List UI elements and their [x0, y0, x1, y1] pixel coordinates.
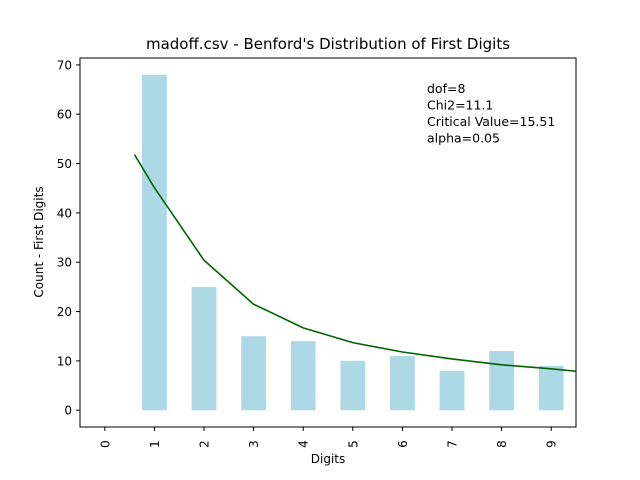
y-tick-label: 50: [57, 157, 72, 171]
chart-title: madoff.csv - Benford's Distribution of F…: [146, 35, 510, 53]
y-tick-label: 60: [57, 108, 72, 122]
bar-digit-3: [241, 336, 266, 411]
annotation-line: alpha=0.05: [427, 131, 500, 146]
y-axis: 0 10 20 30 40 50 60 70: [57, 58, 80, 418]
x-tick-label: 5: [346, 440, 360, 448]
x-tick-label: 0: [98, 440, 112, 448]
annotation-line: Chi2=11.1: [427, 98, 493, 113]
bar-digit-8: [489, 351, 514, 411]
x-tick-label: 6: [396, 440, 410, 448]
bar-digit-5: [340, 360, 366, 411]
x-tick-label: 3: [247, 440, 261, 448]
bar-digit-4: [290, 341, 316, 411]
x-tick-label: 9: [545, 440, 559, 448]
benford-expected-line: [133, 154, 577, 373]
annotation-line: dof=8: [427, 81, 465, 96]
y-tick-label: 70: [57, 58, 72, 72]
x-tick-label: 7: [446, 440, 460, 448]
bar-digit-1: [142, 74, 167, 411]
line-series: [133, 154, 577, 373]
x-axis: 0 1 2 3 4 5 6 7 8 9: [98, 427, 559, 448]
plot-area-frame: [79, 57, 577, 428]
bar-series: [142, 74, 564, 411]
bar-digit-7: [439, 370, 465, 411]
x-tick-label: 8: [495, 440, 509, 448]
y-tick-label: 0: [64, 404, 72, 418]
bar-digit-9: [538, 365, 564, 411]
y-axis-label: Count - First Digits: [32, 186, 46, 297]
annotation-line: Critical Value=15.51: [427, 114, 555, 129]
y-tick-label: 40: [57, 206, 72, 220]
x-tick-label: 1: [148, 440, 162, 448]
x-axis-label: Digits: [311, 452, 345, 466]
x-tick-label: 4: [297, 440, 311, 448]
y-tick-label: 30: [57, 256, 72, 270]
bar-digit-2: [191, 286, 217, 411]
x-tick-label: 2: [198, 440, 212, 448]
bar-digit-6: [390, 355, 415, 411]
y-tick-label: 20: [57, 305, 72, 319]
y-tick-label: 10: [57, 354, 72, 368]
